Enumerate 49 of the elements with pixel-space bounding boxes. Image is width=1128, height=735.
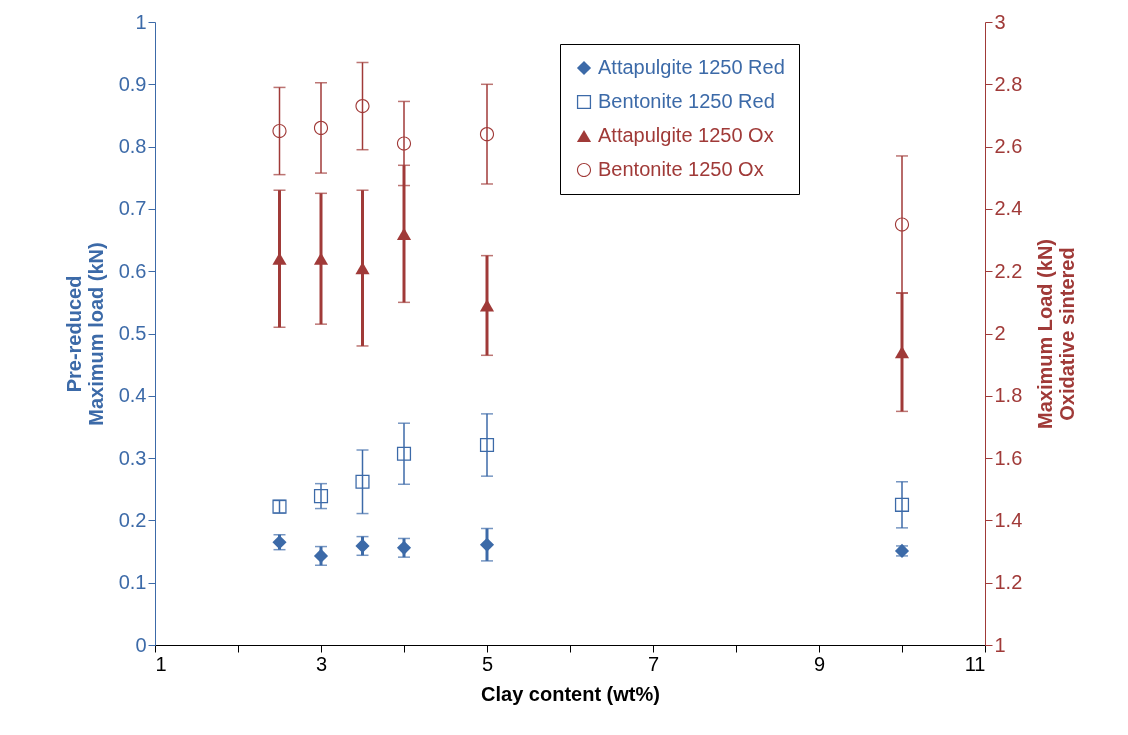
y-tick-label: 0.8	[118, 135, 147, 158]
x-tick-label: 7	[647, 652, 660, 675]
point	[355, 474, 370, 489]
y2-tick-label: 2.6	[994, 135, 1023, 158]
y2-tick-label: 2	[994, 322, 1006, 344]
y-tick-label: 0.2	[118, 508, 147, 531]
y2-tick-label: 1.4	[994, 508, 1023, 531]
y2-tick-label: 2.4	[994, 197, 1023, 220]
point	[894, 217, 910, 232]
x-axis-title: Clay content (wt%)	[481, 682, 660, 705]
x-tick-label: 5	[481, 652, 494, 675]
y-tick-label: 0	[135, 633, 147, 656]
y-tick-label: 1	[135, 10, 147, 33]
point	[479, 537, 495, 552]
legend-label: Attapulgite 1250 Ox	[598, 124, 774, 146]
legend-label: Attapulgite 1250 Red	[598, 56, 785, 78]
y2-axis-title: Maximum Load (kN) Oxidative sintered	[1034, 238, 1079, 430]
y-tick-label: 0.6	[118, 259, 147, 282]
point	[313, 548, 329, 563]
x-tick-label: 11	[964, 652, 986, 675]
point	[396, 136, 412, 151]
x-tick-label: 1	[155, 652, 167, 675]
point	[479, 127, 495, 142]
point	[355, 99, 370, 114]
x-tick-label: 3	[315, 652, 328, 675]
y-axis-title: Pre-reduced Maximum load (kN)	[62, 242, 107, 426]
y-tick-label: 0.4	[118, 384, 147, 407]
y2-tick-label: 1.2	[994, 571, 1023, 594]
x-tick-label: 9	[813, 652, 826, 675]
point	[396, 540, 412, 555]
point	[272, 123, 287, 139]
y2-tick-label: 3	[994, 10, 1006, 33]
y2-tick-label: 1.8	[994, 384, 1023, 407]
y-tick-label: 0.1	[118, 571, 147, 594]
legend-label: Bentonite 1250 Ox	[598, 158, 764, 180]
y-tick-label: 0.3	[118, 446, 147, 469]
y2-tick-label: 1.6	[994, 446, 1023, 469]
y2-tick-label: 2.2	[994, 259, 1023, 282]
y-tick-label: 0.9	[118, 72, 147, 95]
point	[479, 299, 495, 312]
y-tick-label: 0.5	[118, 322, 147, 344]
point	[396, 227, 412, 240]
y2-tick-label: 2.8	[994, 72, 1023, 95]
legend-label: Bentonite 1250 Red	[598, 90, 775, 112]
point	[313, 252, 329, 265]
point	[894, 346, 910, 359]
point	[313, 120, 329, 135]
y2-tick-label: 1	[994, 633, 1006, 656]
y-tick-label: 0.7	[118, 197, 147, 220]
